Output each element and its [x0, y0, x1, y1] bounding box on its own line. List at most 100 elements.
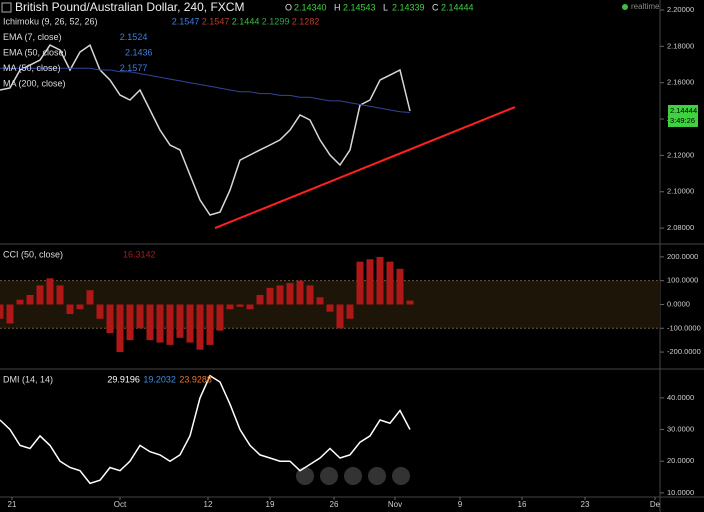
cci-bar [276, 285, 284, 305]
cci-bar [106, 304, 114, 334]
cci-bar [96, 304, 104, 319]
indicator-value: 29.9196 [107, 374, 140, 384]
cci-bar [236, 304, 244, 307]
x-tick-label: Nov [388, 500, 402, 509]
indicator-label: Ichimoku (9, 26, 52, 26) [3, 16, 98, 26]
cci-bar [116, 304, 124, 353]
cci-bar [86, 290, 94, 305]
x-tick-label: Oct [114, 500, 127, 509]
zoom-in-button[interactable] [368, 467, 386, 485]
indicator-value: 23.9288 [179, 374, 212, 384]
cci-bar [316, 297, 324, 305]
cci-bar [266, 287, 274, 305]
cci-bar [356, 261, 364, 305]
ohlc-key: H [334, 2, 341, 12]
cci-bar [56, 285, 64, 305]
cci-bar [306, 285, 314, 305]
ohlc-key: L [383, 2, 388, 12]
cci-bar [256, 294, 264, 305]
chart-title: British Pound/Australian Dollar, 240, FX… [15, 0, 244, 14]
price-tag [668, 104, 698, 127]
cci-bar [336, 304, 344, 329]
indicator-value: 2.1547 [172, 16, 200, 26]
y-tick-label: 30.0000 [667, 425, 694, 434]
series-line [0, 43, 411, 216]
y-tick-label: -100.0000 [667, 323, 701, 332]
trendline [214, 106, 516, 230]
cci-bar [136, 304, 144, 329]
indicator-value: 2.1577 [120, 63, 148, 73]
ohlc-value: 2.14543 [343, 2, 376, 12]
y-tick-label: 2.18000 [667, 41, 694, 50]
cci-bar [326, 304, 334, 312]
x-tick-label: 16 [518, 500, 527, 509]
price-tag-label: 2.14444 [670, 106, 697, 115]
indicator-label: DMI (14, 14) [3, 374, 53, 384]
y-tick-label: 2.20000 [667, 5, 694, 14]
cci-bar [176, 304, 184, 338]
cci-bar [16, 299, 24, 305]
cci-bar [286, 283, 294, 305]
reset-button[interactable] [344, 467, 362, 485]
indicator-label: EMA (50, close) [3, 47, 67, 57]
scroll-right-button[interactable] [392, 467, 410, 485]
indicator-value: 2.1299 [262, 16, 290, 26]
y-tick-label: 100.0000 [667, 276, 698, 285]
cci-bar [0, 304, 4, 319]
y-tick-label: 200.0000 [667, 252, 698, 261]
cci-bar [396, 268, 404, 305]
cci-bar [386, 261, 394, 305]
nav-buttons [296, 467, 410, 485]
indicator-value: 2.1444 [232, 16, 260, 26]
cci-bar [6, 304, 14, 324]
y-tick-label: 10.0000 [667, 488, 694, 497]
series-line [0, 374, 411, 485]
cci-bar [406, 300, 414, 305]
cci-bar [216, 304, 224, 331]
x-tick-label: De [650, 500, 661, 509]
scroll-left-button[interactable] [296, 467, 314, 485]
y-tick-label: 2.12000 [667, 150, 694, 159]
y-tick-label: 40.0000 [667, 393, 694, 402]
indicator-value: 2.1282 [292, 16, 320, 26]
cci-bar [296, 280, 304, 305]
x-tick-label: 12 [204, 500, 213, 509]
cci-bar [186, 304, 194, 343]
indicator-value: 2.1547 [202, 16, 230, 26]
ohlc-value: 2.14339 [392, 2, 425, 12]
x-tick-label: 9 [458, 500, 463, 509]
cci-bar [376, 256, 384, 305]
status: realtime [631, 2, 660, 11]
indicator-label: MA (200, close) [3, 78, 66, 88]
cci-bar [76, 304, 84, 310]
y-tick-label: -200.0000 [667, 347, 701, 356]
x-tick-label: 26 [330, 500, 339, 509]
indicator-value: 19.2032 [143, 374, 176, 384]
cci-bar [206, 304, 214, 345]
ohlc-key: C [432, 2, 439, 12]
x-tick-label: 23 [581, 500, 590, 509]
indicator-value: 2.1524 [120, 32, 148, 42]
cci-bar [246, 304, 254, 310]
y-tick-label: 2.16000 [667, 78, 694, 87]
cci-bar [126, 304, 134, 341]
y-tick-label: 0.0000 [667, 299, 690, 308]
ohlc-value: 2.14444 [441, 2, 474, 12]
series-line [0, 67, 411, 113]
y-tick-label: 2.10000 [667, 187, 694, 196]
y-tick-label: 20.0000 [667, 456, 694, 465]
cci-bar [146, 304, 154, 341]
status-dot [622, 4, 628, 10]
zoom-out-button[interactable] [320, 467, 338, 485]
symbol-icon[interactable] [1, 2, 12, 13]
indicator-label: MA (50, close) [3, 63, 61, 73]
cci-bar [26, 294, 34, 305]
y-tick-label: 2.08000 [667, 223, 694, 232]
cci-bar [226, 304, 234, 310]
cci-bar [346, 304, 354, 319]
x-tick-label: 19 [266, 500, 275, 509]
indicator-label: EMA (7, close) [3, 32, 62, 42]
ohlc-key: O [285, 2, 292, 12]
x-tick-label: 21 [8, 500, 17, 509]
